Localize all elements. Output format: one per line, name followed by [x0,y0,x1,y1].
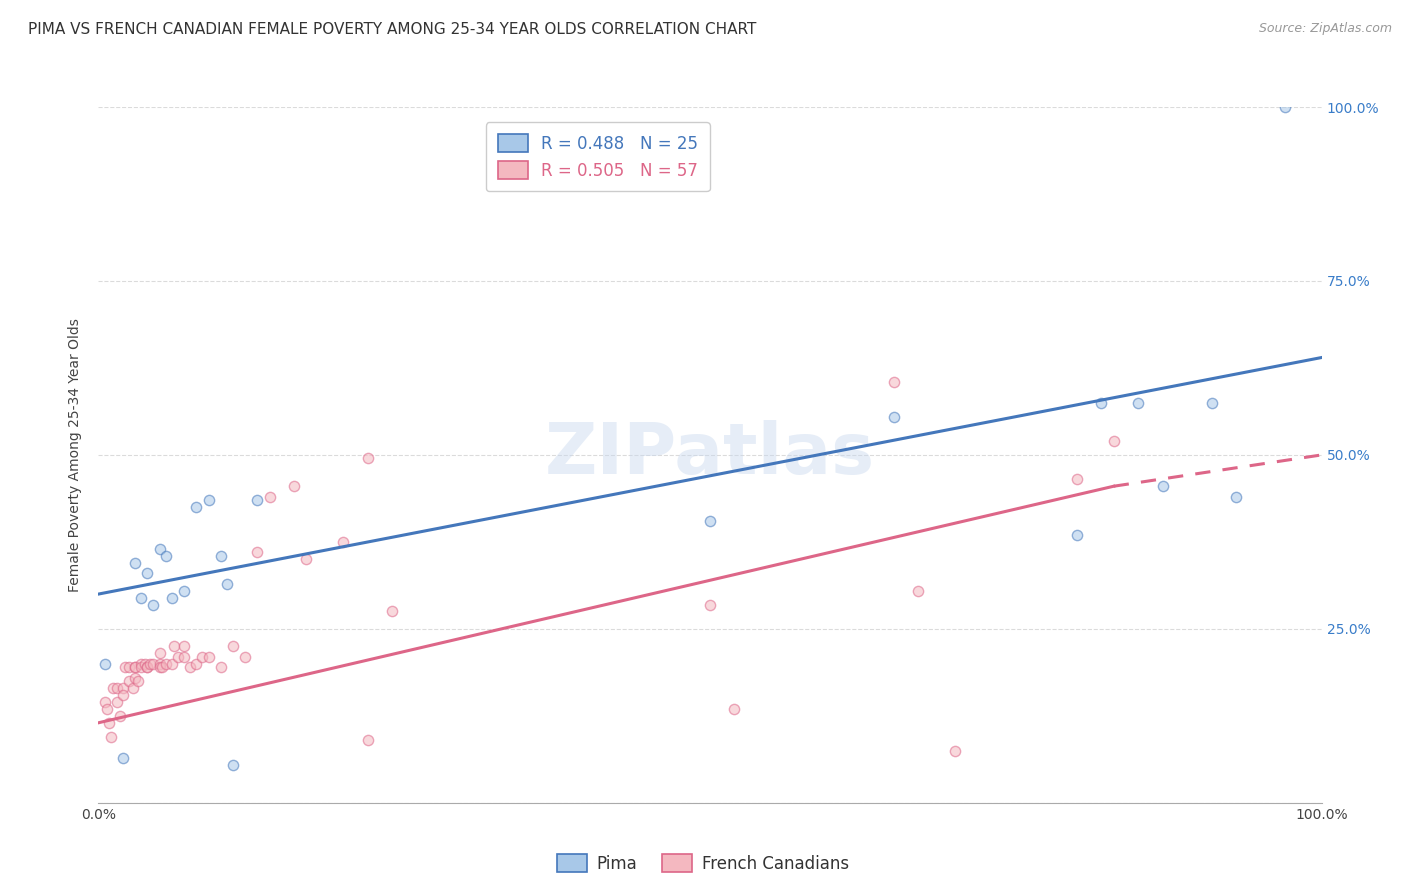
Point [149,660,172,674]
Point [149,657,172,671]
Point [96,702,118,716]
Y-axis label: Female Poverty Among 25-34 Year Olds: Female Poverty Among 25-34 Year Olds [69,318,83,592]
Point [121,681,143,695]
Point [155,657,177,671]
Point [215,576,238,591]
Text: PIMA VS FRENCH CANADIAN FEMALE POVERTY AMONG 25-34 YEAR OLDS CORRELATION CHART: PIMA VS FRENCH CANADIAN FEMALE POVERTY A… [28,22,756,37]
Point [1066,528,1088,542]
Point [173,649,195,664]
Point [191,649,214,664]
Point [114,660,136,674]
Point [246,493,269,508]
Point [136,660,159,674]
Point [100,730,122,744]
Text: Source: ZipAtlas.com: Source: ZipAtlas.com [1258,22,1392,36]
Point [160,657,183,671]
Point [233,649,256,664]
Point [167,649,190,664]
Point [209,660,232,674]
Point [222,639,245,653]
Point [110,708,132,723]
Point [129,660,152,674]
Point [1102,434,1125,448]
Point [101,681,124,695]
Point [699,598,721,612]
Point [129,591,152,605]
Point [93,657,115,671]
Point [186,657,208,671]
Legend: R = 0.488   N = 25, R = 0.505   N = 57: R = 0.488 N = 25, R = 0.505 N = 57 [486,122,710,191]
Point [163,639,186,653]
Point [127,674,149,689]
Legend: Pima, French Canadians: Pima, French Canadians [550,847,856,880]
Point [907,583,929,598]
Point [134,657,156,671]
Point [93,695,115,709]
Point [173,583,195,598]
Point [209,549,232,563]
Text: ZIPatlas: ZIPatlas [546,420,875,490]
Point [197,493,219,508]
Point [883,409,905,424]
Point [186,500,208,514]
Point [381,605,404,619]
Point [197,649,219,664]
Point [136,566,159,581]
Point [118,660,141,674]
Point [179,660,201,674]
Point [1274,100,1296,114]
Point [136,660,159,674]
Point [142,657,165,671]
Point [883,375,905,389]
Point [1225,490,1247,504]
Point [1128,396,1150,410]
Point [149,646,172,660]
Point [111,681,134,695]
Point [1090,396,1112,410]
Point [111,750,134,764]
Point [259,490,281,504]
Point [142,598,165,612]
Point [295,552,318,566]
Point [332,535,354,549]
Point [124,556,146,570]
Point [149,541,172,556]
Point [943,744,966,758]
Point [124,660,146,674]
Point [98,715,121,730]
Point [124,671,146,685]
Point [105,695,128,709]
Point [118,674,141,689]
Point [356,733,378,747]
Point [222,757,245,772]
Point [124,660,146,674]
Point [283,479,305,493]
Point [111,688,134,702]
Point [246,545,269,559]
Point [155,549,177,563]
Point [1152,479,1174,493]
Point [129,657,152,671]
Point [723,702,745,716]
Point [1066,472,1088,486]
Point [105,681,128,695]
Point [699,514,721,528]
Point [356,451,378,466]
Point [160,591,183,605]
Point [150,660,173,674]
Point [1201,396,1223,410]
Point [173,639,195,653]
Point [139,657,162,671]
